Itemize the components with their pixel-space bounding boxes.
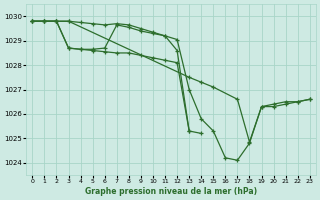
X-axis label: Graphe pression niveau de la mer (hPa): Graphe pression niveau de la mer (hPa) [85, 187, 257, 196]
